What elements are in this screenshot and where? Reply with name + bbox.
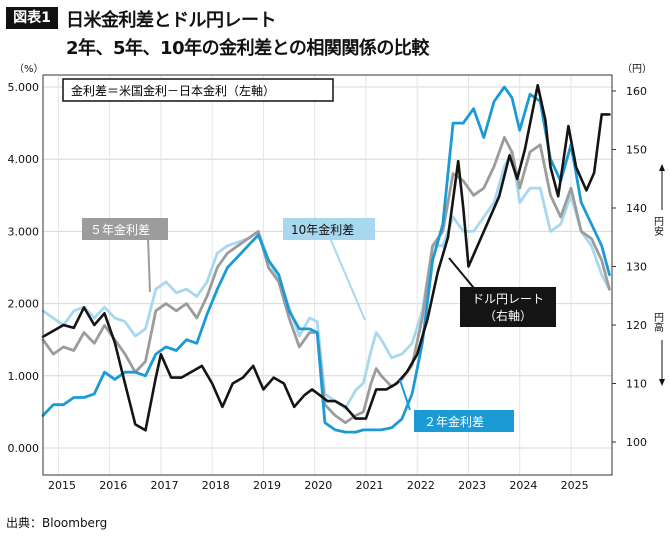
- label-10yr: 10年金利差: [291, 222, 354, 237]
- source-note: 出典：Bloomberg: [6, 516, 108, 530]
- label-5yr-box: [82, 218, 168, 240]
- label-usdjpy-line1: ドル円レート: [472, 292, 544, 306]
- series-line-two-year: [41, 85, 611, 434]
- left-axis-unit: （%）: [14, 63, 44, 75]
- stronger-yen-indicator: 円高: [652, 312, 665, 386]
- x-tick-label: 2018: [202, 479, 230, 492]
- x-tick-label: 2024: [509, 479, 537, 492]
- right-tick-label: 150: [626, 144, 647, 157]
- left-tick-label: 3.000: [8, 225, 40, 238]
- legend-text: 金利差＝米国金利－日本金利（左軸）: [71, 83, 275, 98]
- x-tick-label: 2022: [407, 479, 435, 492]
- left-tick-label: 5.000: [8, 81, 40, 94]
- right-axis-unit: （円）: [622, 63, 652, 75]
- label-usdjpy-line2: （右軸）: [484, 308, 532, 323]
- right-up-label: 円安: [652, 216, 664, 237]
- right-tick-label: 160: [626, 85, 647, 98]
- left-tick-label: 0.000: [8, 442, 40, 455]
- series-layer: [41, 83, 611, 434]
- x-tick-label: 2017: [151, 479, 179, 492]
- legend-box: [62, 78, 334, 102]
- right-tick-label: 140: [626, 202, 647, 215]
- label-2yr: ２年金利差: [424, 414, 484, 429]
- label-5yr: ５年金利差: [90, 222, 150, 237]
- plot-frame: [42, 74, 613, 476]
- chart-subtitle: 2年、5年、10年の金利差との相関関係の比較: [66, 38, 429, 59]
- series-line-ten-year: [41, 150, 611, 410]
- right-down-label: 円高: [652, 312, 664, 333]
- label-2yr-box: [414, 410, 514, 432]
- axes-layer: 0.000 1.000 2.000 3.000 4.000 5.000 100 110 120 1…: [8, 81, 648, 492]
- x-tick-label: 2020: [304, 479, 332, 492]
- x-tick-label: 2023: [458, 479, 486, 492]
- right-tick-label: 110: [626, 378, 647, 391]
- left-tick-label: 2.000: [8, 298, 40, 311]
- x-tick-label: 2019: [253, 479, 281, 492]
- left-tick-label: 4.000: [8, 153, 40, 166]
- figure-tag: 図表1: [6, 7, 58, 29]
- label-usdjpy-box: [460, 287, 556, 327]
- x-tick-label: 2016: [99, 479, 127, 492]
- chart-title: 日米金利差とドル円レート: [66, 10, 277, 31]
- x-tick-label: 2025: [561, 479, 589, 492]
- right-tick-label: 130: [626, 261, 647, 274]
- series-line-five-year: [41, 136, 611, 425]
- x-tick-label: 2021: [356, 479, 384, 492]
- weaker-yen-indicator: 円安: [652, 164, 665, 237]
- label-10yr-box: [283, 218, 375, 240]
- left-tick-label: 1.000: [8, 370, 40, 383]
- right-tick-label: 100: [626, 436, 647, 449]
- right-tick-label: 120: [626, 319, 647, 332]
- series-line-usdjpy: [41, 83, 611, 432]
- x-tick-label: 2015: [48, 479, 76, 492]
